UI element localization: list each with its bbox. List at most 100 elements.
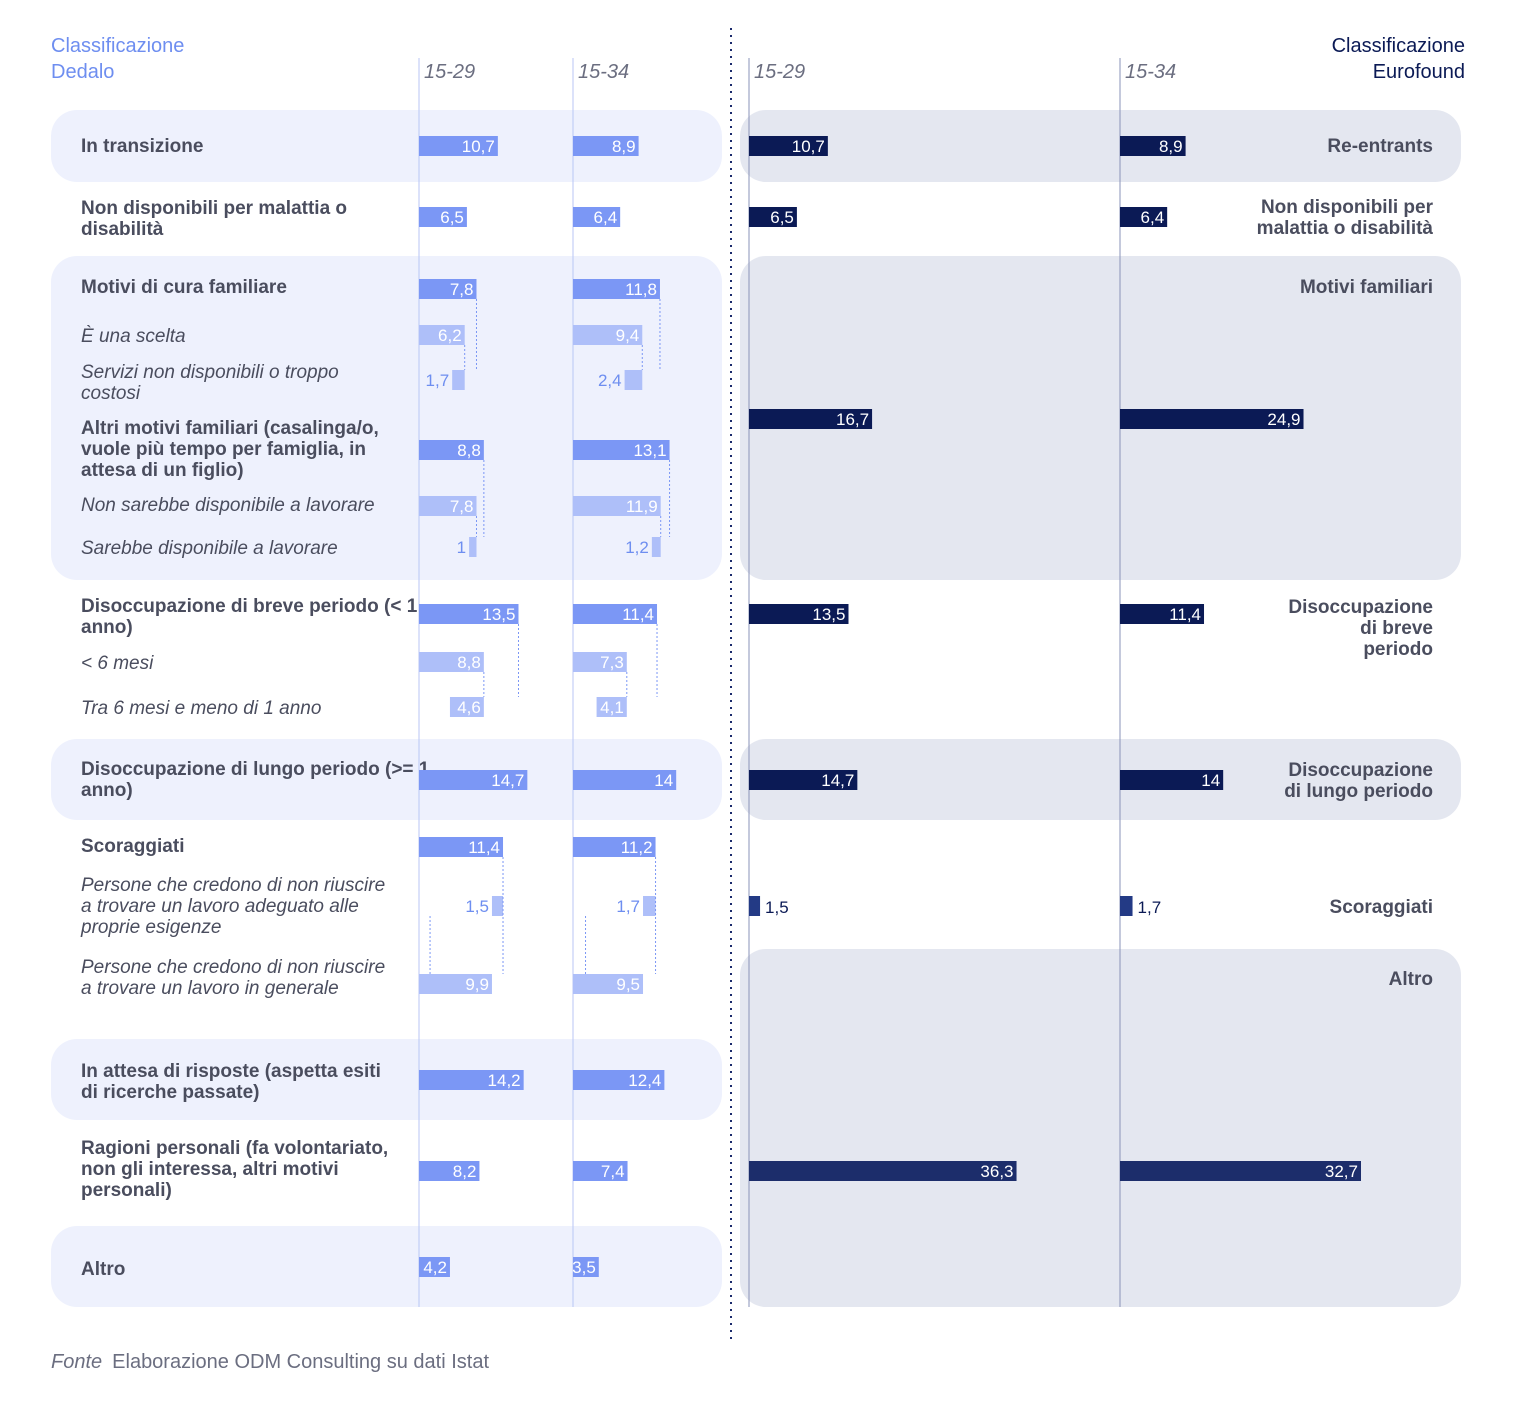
eurofound-bar-b-3 — [1120, 604, 1205, 624]
source-lead: Fonte — [51, 1351, 103, 1373]
dedalo-bar-b-15 — [573, 1070, 665, 1090]
right-title-line-1: Classificazione — [1332, 35, 1465, 57]
dedalo-bar-a-17 — [419, 1257, 450, 1277]
band-left-1 — [51, 256, 722, 580]
dedalo-label-12-line-0: Scoraggiati — [81, 836, 184, 857]
eurofound-value-b-2: 24,9 — [1267, 410, 1300, 429]
dedalo-label-1-line-0: Non disponibili per malattia o — [81, 198, 347, 219]
band-left-4 — [51, 1226, 722, 1307]
dedalo-label-4-line-0: Servizi non disponibili o troppo — [81, 362, 339, 383]
dedalo-value-a-5: 8,8 — [457, 441, 481, 460]
dedalo-value-a-10: 4,6 — [457, 698, 481, 717]
source-note: Fonte Elaborazione ODM Consulting su dati… — [51, 1351, 489, 1374]
dedalo-value-b-16: 7,4 — [601, 1162, 625, 1181]
dedalo-bar-a-14 — [419, 974, 492, 994]
band-left-2 — [51, 739, 722, 820]
eurofound-bar-b-0 — [1120, 136, 1186, 156]
dedalo-label-13-line-2: proprie esigenze — [80, 917, 221, 938]
dedalo-bar-b-14 — [573, 974, 644, 994]
dedalo-bar-b-16 — [573, 1161, 628, 1181]
dedalo-bar-b-7 — [651, 537, 661, 557]
dedalo-value-a-1: 6,5 — [440, 208, 464, 227]
eurofound-label-6-line-0: Altro — [1389, 969, 1433, 990]
dedalo-value-b-4: 2,4 — [598, 371, 622, 390]
right-title-line-2: Eurofound — [1373, 61, 1465, 83]
dedalo-bar-a-16 — [419, 1161, 480, 1181]
dedalo-value-a-13: 1,5 — [465, 897, 489, 916]
dedalo-value-b-6: 11,9 — [626, 497, 658, 516]
dedalo-bar-b-12 — [573, 837, 656, 857]
eurofound-bar-a-1 — [749, 207, 797, 227]
dedalo-value-a-8: 13,5 — [482, 605, 515, 624]
dedalo-bar-a-15 — [419, 1070, 524, 1090]
dedalo-bar-b-1 — [573, 207, 621, 227]
eurofound-bar-a-0 — [749, 136, 828, 156]
dedalo-bar-a-13 — [491, 896, 504, 916]
eurofound-value-b-4: 14 — [1201, 771, 1220, 790]
dedalo-label-1-line-1: disabilità — [81, 219, 164, 240]
dedalo-value-a-12: 11,4 — [468, 838, 500, 857]
dedalo-bar-a-6 — [419, 496, 477, 516]
eurofound-label-5-line-0: Scoraggiati — [1330, 897, 1433, 918]
dedalo-value-b-3: 9,4 — [616, 326, 640, 345]
dedalo-label-5-line-1: vuole più tempo per famiglia, in — [81, 439, 366, 460]
dedalo-label-0-line-0: In transizione — [81, 136, 203, 157]
dedalo-label-2-line-0: Motivi di cura familiare — [81, 277, 287, 298]
dedalo-value-a-15: 14,2 — [488, 1071, 521, 1090]
dedalo-value-a-4: 1,7 — [426, 371, 450, 390]
dedalo-bar-b-13 — [643, 896, 656, 916]
dedalo-bar-a-5 — [419, 440, 484, 460]
dedalo-value-b-7: 1,2 — [625, 538, 649, 557]
dedalo-bar-a-0 — [419, 136, 498, 156]
dedalo-bar-b-6 — [573, 496, 661, 516]
dedalo-bar-b-4 — [624, 370, 643, 390]
dedalo-value-a-3: 6,2 — [438, 326, 462, 345]
dedalo-value-b-0: 8,9 — [612, 137, 636, 156]
eurofound-label-4-line-0: Disoccupazione — [1288, 760, 1433, 781]
dedalo-label-15-line-1: di ricerche passate) — [81, 1082, 259, 1103]
eurofound-label-1-line-0: Non disponibili per — [1261, 197, 1434, 218]
dedalo-value-a-17: 4,2 — [423, 1258, 447, 1277]
eurofound-value-a-2: 16,7 — [836, 410, 869, 429]
dedalo-label-11-line-1: anno) — [81, 780, 133, 801]
dedalo-label-4-line-1: costosi — [81, 383, 141, 404]
dedalo-label-8-line-0: Disoccupazione di breve periodo (< 1 — [81, 596, 418, 617]
dedalo-label-9-line-0: < 6 mesi — [81, 653, 154, 674]
dedalo-bar-a-4 — [452, 370, 465, 390]
eurofound-bar-b-2 — [1120, 409, 1304, 429]
band-right-2 — [740, 739, 1461, 820]
dedalo-label-5-line-0: Altri motivi familiari (casalinga/o, — [81, 418, 379, 439]
eurofound-value-a-3: 13,5 — [812, 605, 845, 624]
dedalo-value-b-5: 13,1 — [633, 441, 666, 460]
band-right-3 — [740, 949, 1461, 1307]
dedalo-bar-b-8 — [573, 604, 658, 624]
eurofound-label-4-line-1: di lungo periodo — [1284, 781, 1433, 802]
eurofound-bar-a-4 — [749, 770, 858, 790]
dedalo-label-14-line-1: a trovare un lavoro in generale — [81, 978, 339, 999]
eurofound-value-a-1: 6,5 — [770, 208, 794, 227]
dedalo-label-8-line-1: anno) — [81, 617, 133, 638]
eurofound-value-a-5: 1,5 — [765, 898, 789, 917]
dedalo-bar-a-9 — [419, 652, 484, 672]
eurofound-label-3-line-0: Disoccupazione — [1288, 597, 1433, 618]
dedalo-label-13-line-0: Persone che credono di non riuscire — [81, 875, 385, 896]
band-left-0 — [51, 110, 722, 182]
dedalo-bar-a-8 — [419, 604, 519, 624]
dedalo-value-a-9: 8,8 — [457, 653, 481, 672]
dedalo-value-a-6: 7,8 — [450, 497, 474, 516]
dedalo-value-b-8: 11,4 — [622, 605, 654, 624]
dedalo-value-b-14: 9,5 — [616, 975, 640, 994]
band-right-1 — [740, 256, 1461, 580]
dedalo-bar-b-11 — [573, 770, 677, 790]
dedalo-label-5-line-2: attesa di un figlio) — [81, 460, 244, 481]
dedalo-value-b-13: 1,7 — [616, 897, 640, 916]
eurofound-bar-a-6 — [749, 1161, 1017, 1181]
dedalo-bar-a-3 — [419, 325, 465, 345]
age-header-2: 15-29 — [754, 61, 805, 83]
dedalo-value-a-16: 8,2 — [453, 1162, 477, 1181]
dedalo-label-10-line-0: Tra 6 mesi e meno di 1 anno — [81, 698, 321, 719]
eurofound-value-b-3: 11,4 — [1169, 605, 1201, 624]
dedalo-bar-b-3 — [573, 325, 643, 345]
eurofound-bar-a-5 — [749, 896, 761, 916]
